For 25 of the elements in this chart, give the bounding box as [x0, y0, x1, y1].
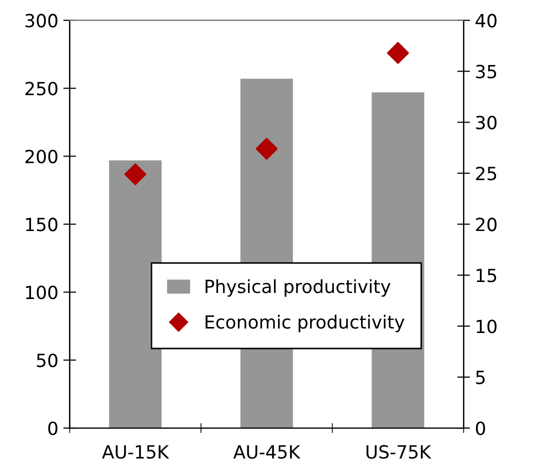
legend-label: Economic productivity — [206, 314, 404, 332]
y-tick-label: 0 — [48, 422, 58, 436]
y2-tick-label: 25 — [476, 166, 496, 180]
y2-tick-label: 0 — [476, 422, 486, 436]
y-tick-label: 50 — [36, 354, 58, 368]
y2-tick-label: 35 — [476, 64, 496, 78]
bar — [109, 160, 162, 428]
y2-tick-label: 20 — [476, 218, 497, 232]
legend-label: Physical productivity — [206, 279, 390, 297]
x-tick-label: AU-45K — [233, 445, 300, 459]
y2-tick-label: 10 — [476, 320, 497, 334]
x-tick-label: AU-15K — [102, 445, 170, 459]
y-tick-label: 250 — [25, 82, 58, 96]
y2-tick-label: 15 — [476, 268, 496, 282]
y-tick-label: 200 — [25, 150, 58, 164]
point — [124, 163, 146, 186]
y-tick-label: 300 — [25, 14, 58, 28]
y2-tick-label: 40 — [476, 14, 497, 28]
x-tick-label: US-75K — [366, 445, 432, 459]
y-tick-label: 150 — [26, 218, 58, 232]
y-tick-label: 100 — [26, 286, 58, 300]
point — [256, 138, 278, 160]
y2-tick-label: 30 — [476, 116, 497, 130]
y2-tick-label: 5 — [476, 370, 485, 384]
point — [386, 42, 409, 64]
